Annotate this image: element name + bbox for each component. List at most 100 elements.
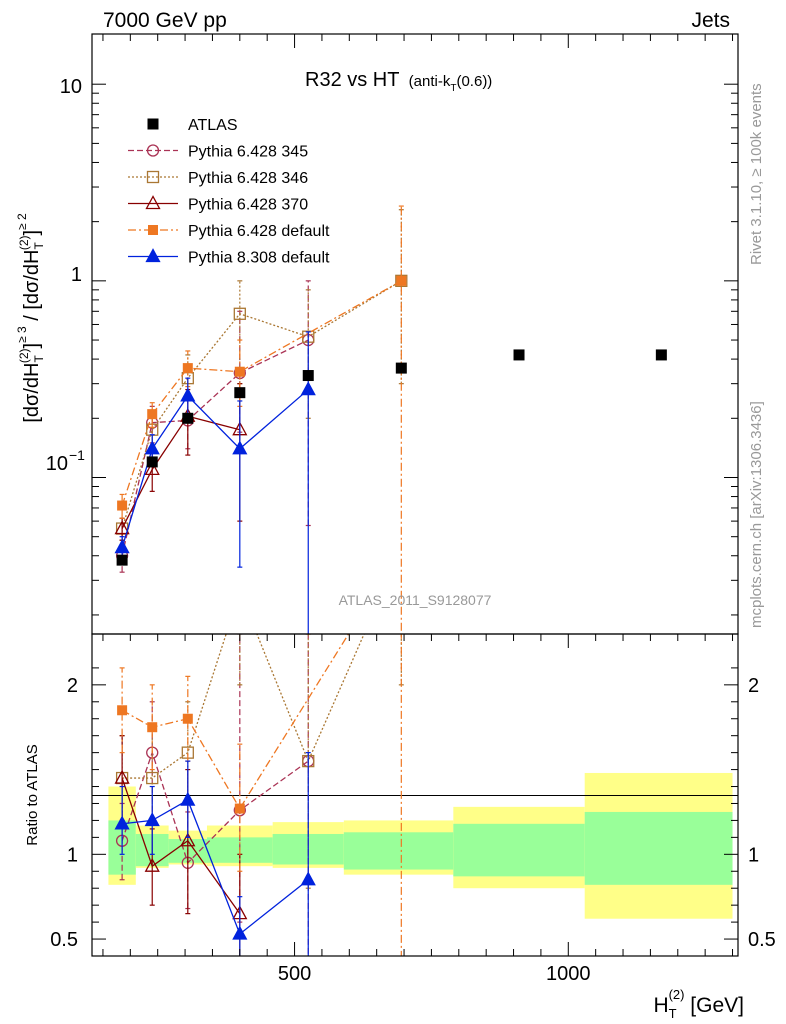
green-band-6 — [453, 823, 585, 877]
x-tick-label-0: 500 — [278, 963, 311, 985]
x-tick-labels: 500 1000 — [278, 963, 591, 985]
ytick-label-0p1-exp: −1 — [69, 447, 85, 463]
ratio-series-1-point-1 — [146, 771, 159, 785]
series-3-point-0 — [117, 500, 128, 511]
chart-title-tail: (0.6)) — [456, 73, 492, 90]
x-label-main: H — [653, 994, 668, 1017]
legend-marker-5 — [145, 248, 161, 263]
chart-title: R32 vs HT (anti-kT(0.6)) — [305, 69, 492, 94]
legend-label-3: Pythia 6.428 370 — [188, 197, 308, 214]
legend-marker-3 — [145, 195, 161, 210]
header-left: 7000 GeV pp — [103, 9, 227, 32]
y-label-sup1b: ≥ 3 — [15, 326, 29, 343]
atlas-point-7 — [655, 349, 667, 361]
series-2-line — [121, 415, 240, 529]
atlas-point-3 — [234, 387, 246, 399]
y-label-p1-close: ] — [21, 343, 43, 349]
analysis-tag: ATLAS_2011_S9128077 — [339, 592, 492, 608]
green-band-5 — [343, 832, 454, 870]
ytick-label-0p1: 10 — [46, 453, 68, 475]
ratio-series-2-point-1 — [144, 857, 160, 872]
atlas-point-6 — [513, 349, 525, 361]
legend-label-5: Pythia 8.308 default — [188, 250, 330, 267]
legend-marker-0 — [147, 118, 159, 130]
legend-label-1: Pythia 6.428 345 — [188, 144, 308, 161]
ratio-series-4-point-0 — [114, 815, 130, 830]
ratio-tick-label-right-2: 2 — [748, 675, 759, 697]
ratio-series-3-point-0 — [117, 705, 128, 716]
ratio-series-4-point-1 — [144, 812, 160, 827]
series-3-point-3 — [234, 366, 245, 377]
ratio-series-4-point-4 — [300, 871, 316, 886]
series-1-point-3 — [233, 307, 246, 320]
series-4-point-2 — [180, 387, 196, 402]
y-label-sup1: (2) — [17, 348, 31, 363]
header-right: Jets — [691, 9, 730, 32]
x-label-unit: [GeV] — [684, 994, 744, 1017]
ratio-series-4-point-3 — [232, 925, 248, 940]
x-label-sub: T — [669, 1006, 677, 1021]
legend-label-2: Pythia 6.428 346 — [188, 170, 308, 187]
series-3-point-4 — [396, 275, 407, 286]
y-axis-label: [dσ/dHT(2)]≥ 3 / [dσ/dHT(2)]≥ 2 — [15, 213, 46, 423]
atlas-point-4 — [302, 370, 314, 382]
series-4-point-3 — [232, 440, 248, 455]
ratio-bands — [108, 772, 733, 919]
chart-title-main: R32 vs HT — [305, 69, 399, 91]
y-label-sub1: T — [32, 355, 46, 363]
ratio-series-1-line — [122, 634, 365, 779]
y-label-sub2: T — [32, 242, 46, 250]
y-label-p2-close: ] — [21, 230, 43, 236]
y-label-p1: [dσ/dH — [21, 363, 43, 423]
legend-label-0: ATLAS — [188, 117, 238, 134]
ratio-series-2-point-0 — [114, 769, 130, 784]
atlas-point-2 — [182, 412, 194, 424]
ytick-label-0p1-base: 10 — [46, 453, 68, 475]
mcplots-label: mcplots.cern.ch [arXiv:1306.3436] — [748, 401, 765, 628]
y-label-p2: / [dσ/dH — [21, 250, 43, 327]
ratio-series-3-point-3 — [234, 803, 245, 814]
x-label-sup: (2) — [669, 987, 685, 1002]
rivet-label: Rivet 3.1.10, ≥ 100k events — [748, 83, 765, 265]
ratio-tick-label-right-0: 0.5 — [748, 929, 776, 951]
main-plot-layer — [114, 205, 667, 634]
series-3-line — [121, 280, 402, 506]
ratio-plot-layer — [114, 586, 404, 956]
series-1-line — [121, 280, 402, 529]
ratio-frame — [91, 633, 739, 957]
legend-marker-2 — [146, 170, 160, 184]
atlas-point-0 — [116, 554, 128, 566]
legend-marker-1 — [146, 144, 160, 157]
ratio-series-1-point-3 — [234, 586, 245, 597]
axis-ticks — [92, 34, 738, 956]
ytick-label-1: 1 — [71, 264, 82, 286]
chart-title-sub: T — [450, 83, 456, 94]
ratio-tick-label-left-0: 0.5 — [50, 929, 78, 951]
legend: ATLAS Pythia 6.428 345 Pythia 6.428 346 Pyt… — [128, 117, 330, 267]
atlas-point-1 — [146, 456, 158, 468]
series-4-point-4 — [300, 381, 316, 396]
ratio-tick-label-left-2: 2 — [67, 675, 78, 697]
chart-title-suffix: (anti-k — [409, 73, 451, 90]
ratio-series-3-point-1 — [147, 722, 158, 733]
series-3-point-1 — [147, 409, 158, 420]
ratio-series-3-point-2 — [182, 713, 193, 724]
series-4-point-1 — [144, 440, 160, 455]
series-4-point-0 — [114, 539, 130, 554]
ytick-label-10: 10 — [60, 76, 82, 98]
y-label-sup2b: ≥ 2 — [15, 213, 29, 230]
legend-label-4: Pythia 6.428 default — [188, 223, 330, 240]
x-tick-label-1: 1000 — [546, 963, 591, 985]
series-2-point-0 — [114, 520, 130, 535]
legend-marker-4 — [148, 225, 158, 235]
atlas-point-5 — [395, 362, 407, 374]
ratio-series-2-point-2 — [180, 832, 196, 847]
series-3-point-2 — [182, 363, 193, 374]
ratio-tick-label-right-1: 1 — [748, 844, 759, 866]
x-axis-label: HT (2) [GeV] — [653, 987, 744, 1021]
ratio-y-axis-label: Ratio to ATLAS — [24, 744, 41, 845]
ratio-series-4-point-2 — [180, 791, 196, 806]
ratio-tick-label-left-1: 1 — [67, 844, 78, 866]
ratio-tick-labels: 0.5 0.5 1 1 2 2 — [50, 675, 776, 951]
